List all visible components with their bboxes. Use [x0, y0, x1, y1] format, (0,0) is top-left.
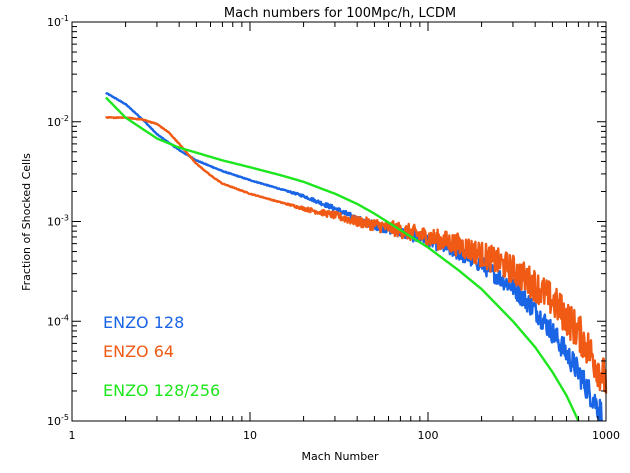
legend-entry-enzo-64: ENZO 64	[103, 342, 174, 361]
legend: ENZO 128 ENZO 64 ENZO 128/256	[103, 313, 220, 400]
x-tick-label: 100	[418, 429, 439, 442]
y-tick-label: 10-1	[47, 14, 69, 29]
y-tick-label: 10-4	[47, 313, 69, 328]
x-tick-label: 10	[243, 429, 257, 442]
y-tick-label: 10-2	[47, 114, 69, 129]
series-line-enzo-64	[104, 116, 608, 394]
chart-title: Mach numbers for 100Mpc/h, LCDM	[224, 6, 456, 21]
y-axis-label: Fraction of Shocked Cells	[20, 153, 33, 291]
axes-layer: 1 10 100 1000 10-5 10-4 10-3 10-2 10-1	[47, 14, 620, 442]
legend-entry-enzo-128-256: ENZO 128/256	[103, 381, 220, 400]
x-tick-label: 1000	[592, 429, 620, 442]
x-tick-label: 1	[69, 429, 76, 442]
y-tick-label: 10-5	[47, 413, 69, 428]
y-tick-label: 10-3	[47, 214, 69, 229]
series-line-enzo-128-256	[105, 96, 580, 422]
series-layer	[104, 91, 608, 422]
legend-entry-enzo-128: ENZO 128	[103, 313, 184, 332]
x-axis-label: Mach Number	[302, 450, 379, 463]
